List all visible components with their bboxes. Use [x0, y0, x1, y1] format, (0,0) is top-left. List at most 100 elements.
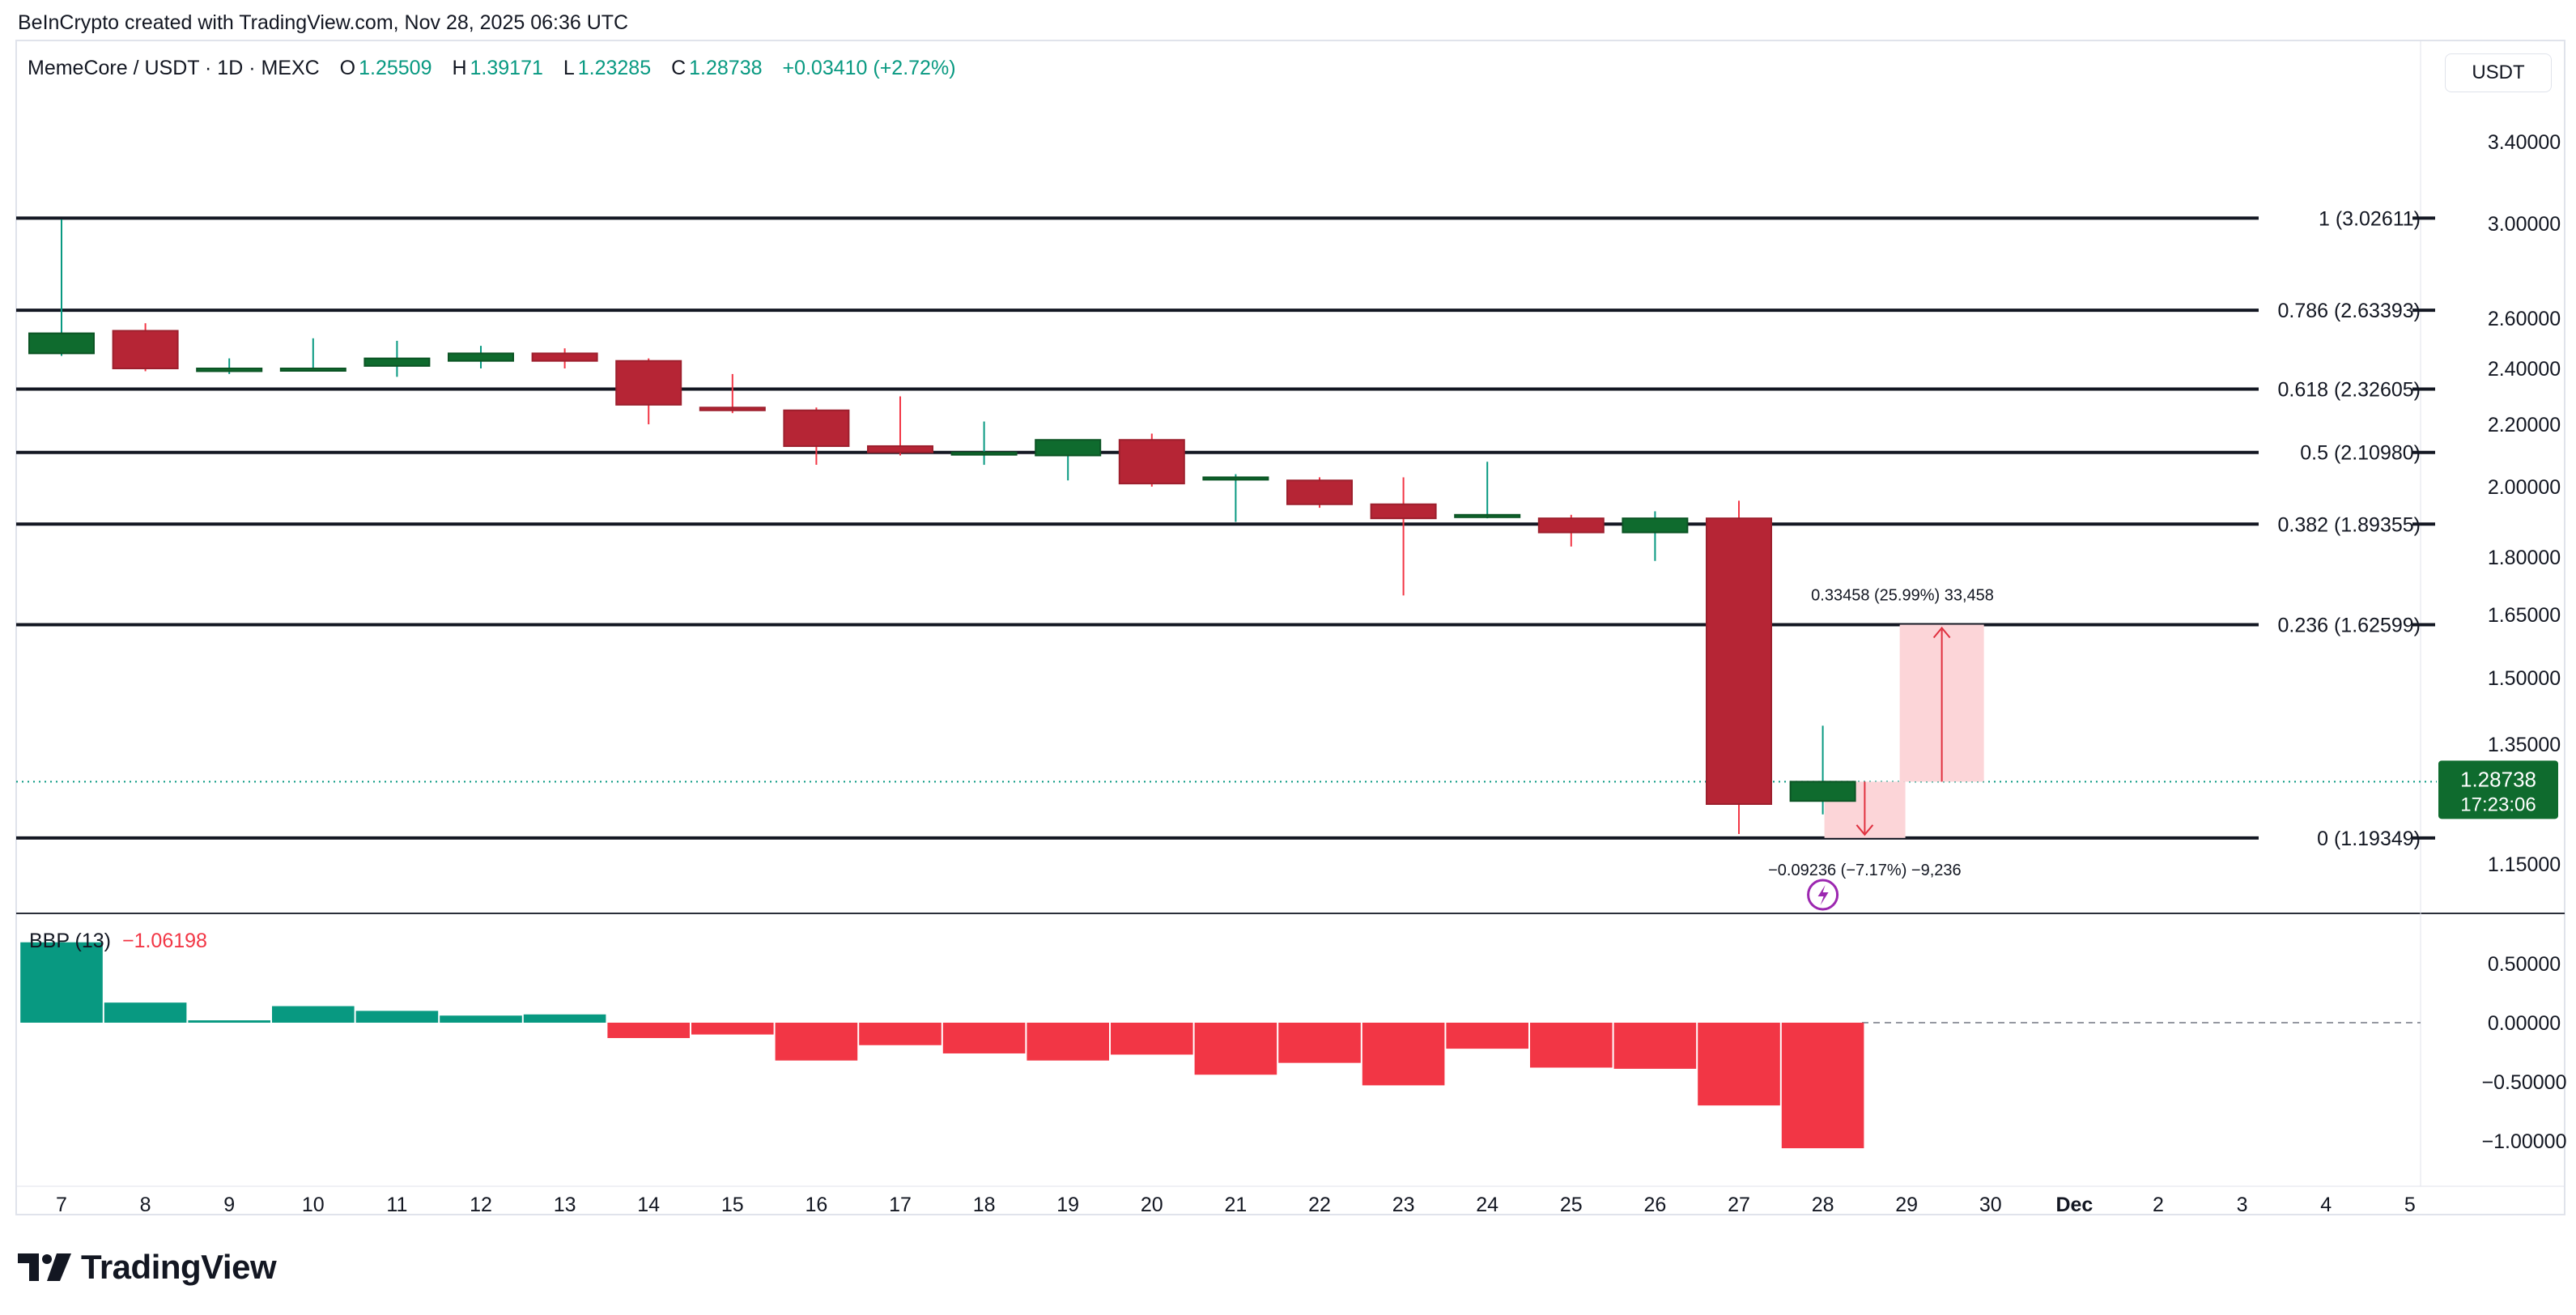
bbp-bar [1530, 1023, 1613, 1068]
candle-body [615, 360, 682, 406]
high-label: H [452, 57, 467, 79]
candle-body [1118, 439, 1185, 485]
price-axis-label: 3.00000 [2488, 213, 2561, 236]
candle-body [1370, 503, 1437, 520]
fib-level-label: 0.786 (2.63393) [2277, 300, 2421, 322]
time-axis-label: 5 [2404, 1194, 2416, 1216]
candle-body [1286, 479, 1353, 505]
candle-body [1622, 517, 1689, 534]
time-axis-label: 3 [2237, 1194, 2248, 1216]
time-axis-label: Dec [2055, 1194, 2093, 1216]
bbp-bar [188, 1020, 270, 1023]
price-axis-label: 2.00000 [2488, 476, 2561, 499]
time-axis-label: 10 [302, 1194, 325, 1216]
time-axis-label: 25 [1560, 1194, 1583, 1216]
time-axis-label: 14 [637, 1194, 660, 1216]
bbp-bar [1194, 1023, 1277, 1075]
fib-level-label: 0 (1.19349) [2317, 828, 2421, 850]
candle-body [867, 445, 933, 453]
tradingview-logo-icon [18, 1253, 71, 1281]
bbp-bar [1613, 1023, 1697, 1069]
bbp-name: BBP (13) [29, 930, 111, 952]
time-axis-label: 8 [140, 1194, 151, 1216]
bbp-bar [523, 1014, 606, 1023]
bbp-bar [272, 1006, 355, 1023]
fib-level-label: 0.618 (2.32605) [2277, 379, 2421, 402]
bbp-value: −1.06198 [121, 930, 207, 952]
candle-body [699, 406, 766, 411]
change-value: +0.03410 (+2.72%) [782, 57, 956, 79]
candle-body [1789, 781, 1856, 802]
tradingview-logo[interactable]: TradingView [18, 1247, 277, 1287]
bbp-axis-label: −1.00000 [2482, 1130, 2567, 1153]
price-axis-label: 3.40000 [2488, 131, 2561, 154]
fib-level-label: 0.236 (1.62599) [2277, 614, 2421, 636]
time-axis-label: 24 [1476, 1194, 1498, 1216]
low-label: L [563, 57, 575, 79]
open-label: O [339, 57, 356, 79]
candle-body [448, 352, 514, 362]
bbp-bar [440, 1015, 522, 1023]
price-axis-label: 1.65000 [2488, 604, 2561, 627]
high-value: 1.39171 [470, 57, 543, 79]
time-axis-label: 18 [973, 1194, 996, 1216]
price-axis-label: 2.40000 [2488, 358, 2561, 381]
candle-body [1537, 517, 1605, 534]
time-axis-label: 17 [889, 1194, 912, 1216]
time-axis-label: 20 [1141, 1194, 1163, 1216]
candle-body [531, 352, 598, 362]
candle-body [1706, 517, 1772, 806]
time-axis-label: 4 [2320, 1194, 2332, 1216]
measure-up-label: 0.33458 (25.99%) 33,458 [1811, 586, 1994, 604]
time-axis-label: 19 [1056, 1194, 1079, 1216]
candle-body [363, 357, 431, 367]
bbp-bar [691, 1023, 774, 1035]
chart-frame [15, 40, 2565, 1215]
time-axis-label: 9 [223, 1194, 235, 1216]
measure-down-label: −0.09236 (−7.17%) −9,236 [1768, 862, 1962, 879]
bbp-axis-label: 0.00000 [2488, 1012, 2561, 1035]
price-axis-label: 2.20000 [2488, 414, 2561, 436]
candle-body [279, 368, 346, 372]
time-axis-label: 22 [1308, 1194, 1331, 1216]
price-axis-label: 1.50000 [2488, 667, 2561, 690]
last-price-tag: 1.28738 17:23:06 [2438, 760, 2558, 819]
chart-credit: BeInCrypto created with TradingView.com,… [18, 11, 629, 34]
close-label: C [671, 57, 687, 79]
bbp-axis-label: 0.50000 [2488, 953, 2561, 976]
time-axis-label: 2 [2153, 1194, 2164, 1216]
time-axis-label: 29 [1895, 1194, 1918, 1216]
bbp-bar [775, 1023, 858, 1061]
time-axis-label: 30 [1979, 1194, 2002, 1216]
bbp-bar [1362, 1023, 1445, 1086]
time-axis-label: 23 [1392, 1194, 1415, 1216]
time-axis-label: 11 [386, 1194, 407, 1216]
last-price-tag-bg [2438, 760, 2558, 819]
time-axis-label: 26 [1643, 1194, 1666, 1216]
fib-level-label: 0.382 (1.89355) [2277, 513, 2421, 536]
last-price-value: 1.28738 [2460, 767, 2536, 791]
low-value: 1.23285 [577, 57, 652, 79]
symbol-legend: MemeCore / USDT · 1D · MEXC O 1.25509 H 1.… [28, 57, 959, 80]
time-axis-label: 15 [721, 1194, 744, 1216]
bbp-bar [104, 1002, 187, 1023]
bbp-bar [355, 1011, 439, 1023]
price-axis-label: 2.60000 [2488, 308, 2561, 330]
measure-down-arrowhead [1855, 824, 1874, 836]
time-axis-label: 27 [1728, 1194, 1750, 1216]
bbp-bar [1781, 1023, 1864, 1149]
candle-body [1454, 513, 1521, 518]
bbp-bar [1446, 1023, 1528, 1049]
bbp-bar [607, 1023, 690, 1038]
open-value: 1.25509 [359, 57, 432, 79]
time-axis-label: 7 [56, 1194, 67, 1216]
currency-button[interactable]: USDT [2445, 53, 2552, 92]
symbol-name: MemeCore / USDT · 1D · MEXC [28, 57, 320, 79]
price-axis-label: 1.80000 [2488, 547, 2561, 569]
bbp-bar [1027, 1023, 1109, 1061]
fib-level-label: 1 (3.02611) [2319, 207, 2421, 230]
bbp-bar [20, 942, 103, 1023]
candle-body [950, 451, 1018, 456]
time-axis-label: 12 [470, 1194, 492, 1216]
